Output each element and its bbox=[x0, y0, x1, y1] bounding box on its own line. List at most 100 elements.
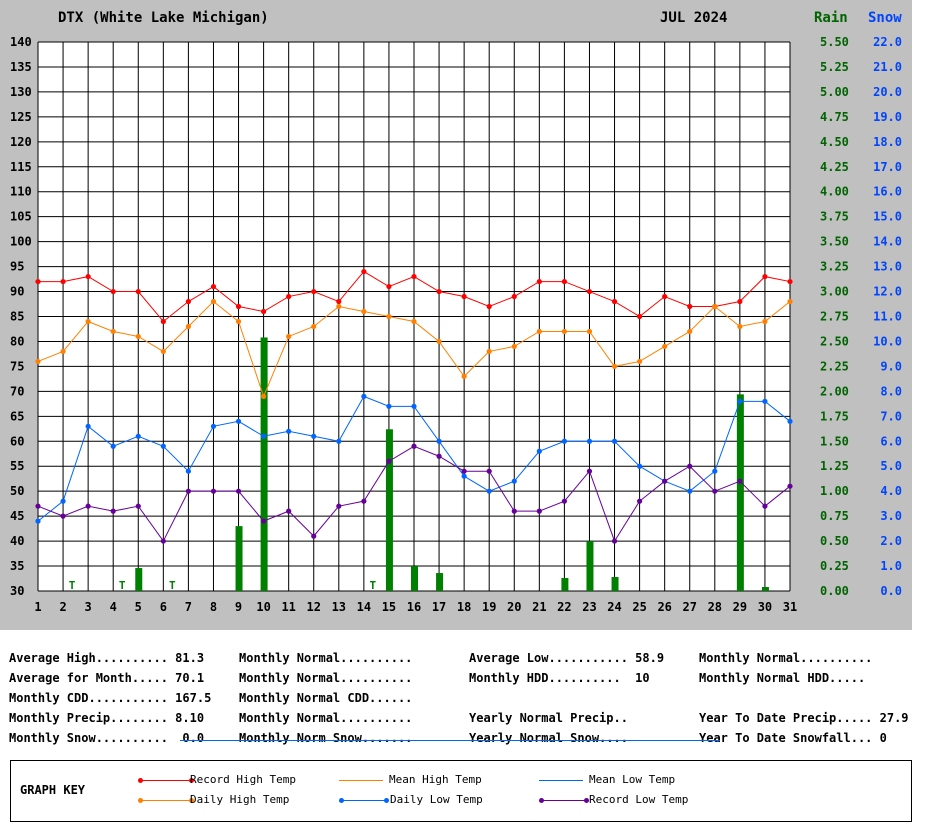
record-high-temp-point bbox=[511, 293, 517, 300]
snow-tick-label: 5.0 bbox=[880, 459, 902, 473]
day-tick-label: 30 bbox=[758, 600, 772, 614]
day-tick-label: 12 bbox=[307, 600, 321, 614]
key-daily-high: Daily High Temp bbox=[190, 793, 290, 806]
snow-tick-label: 15.0 bbox=[873, 210, 902, 224]
rain-tick-label: 1.50 bbox=[820, 434, 849, 448]
day-tick-label: 10 bbox=[256, 600, 270, 614]
snow-tick-label: 7.0 bbox=[880, 409, 902, 423]
daily-low-temp-point bbox=[536, 448, 542, 454]
precip-bar bbox=[561, 578, 569, 591]
trace-marker: T bbox=[119, 579, 126, 592]
daily-low-temp-point bbox=[712, 468, 718, 474]
daily-high-temp-point bbox=[235, 318, 242, 325]
record-high-temp-point bbox=[411, 273, 417, 280]
mean-high-swatch bbox=[339, 780, 383, 781]
daily-high-temp-point bbox=[586, 328, 593, 335]
precip-bar bbox=[761, 587, 769, 591]
rain-tick-label: 3.75 bbox=[820, 210, 849, 224]
record-low-temp-point bbox=[135, 503, 141, 509]
daily-low-swatch-dot bbox=[384, 798, 389, 803]
record-low-temp-point bbox=[586, 468, 593, 474]
key-daily-low: Daily Low Temp bbox=[390, 793, 483, 806]
stat-monthly-normal-low: Monthly Normal.......... bbox=[699, 651, 873, 665]
record-low-temp-point bbox=[261, 518, 267, 524]
daily-high-temp-point bbox=[561, 328, 568, 335]
daily-low-temp-point bbox=[461, 473, 467, 479]
station-title: DTX (White Lake Michigan) bbox=[58, 10, 269, 26]
daily-high-temp-point bbox=[411, 318, 417, 325]
snow-tick-label: 2.0 bbox=[880, 534, 902, 548]
rain-tick-label: 1.25 bbox=[820, 459, 849, 473]
record-high-temp-point bbox=[135, 288, 141, 295]
daily-high-temp-point bbox=[286, 333, 292, 340]
day-tick-label: 5 bbox=[135, 600, 142, 614]
record-low-temp-point bbox=[762, 503, 768, 509]
rain-tick-label: 5.50 bbox=[820, 35, 849, 49]
daily-low-temp-point bbox=[60, 498, 66, 504]
temp-tick-label: 115 bbox=[10, 160, 32, 174]
stat-average-month: Average for Month..... 70.1 bbox=[9, 671, 205, 685]
snow-tick-label: 12.0 bbox=[873, 285, 902, 299]
stat-monthly-normal-hdd: Monthly Normal HDD..... bbox=[699, 671, 866, 685]
daily-low-temp-point bbox=[436, 438, 442, 444]
record-low-temp-point bbox=[436, 453, 442, 459]
stat-average-high: Average High.......... 81.3 bbox=[9, 651, 205, 665]
daily-high-temp-point bbox=[185, 323, 191, 330]
temp-tick-label: 85 bbox=[10, 310, 24, 324]
snow-tick-label: 13.0 bbox=[873, 260, 902, 274]
key-mean-high: Mean High Temp bbox=[389, 773, 482, 786]
daily-low-temp-point bbox=[35, 518, 41, 524]
snow-tick-label: 16.0 bbox=[873, 185, 902, 199]
precip-bar bbox=[436, 573, 444, 591]
record-high-temp-point bbox=[762, 273, 768, 280]
snow-axis-title: Snow bbox=[868, 10, 902, 26]
daily-low-temp-point bbox=[235, 418, 242, 424]
snow-tick-label: 19.0 bbox=[873, 110, 902, 124]
rain-tick-label: 4.75 bbox=[820, 110, 849, 124]
stat-monthly-normal-cdd: Monthly Normal CDD...... bbox=[239, 691, 413, 705]
day-tick-label: 19 bbox=[482, 600, 496, 614]
record-high-temp-point bbox=[687, 303, 693, 310]
record-high-temp-point bbox=[386, 283, 392, 290]
stat-average-low: Average Low........... 58.9 bbox=[469, 651, 665, 665]
snow-tick-label: 20.0 bbox=[873, 85, 902, 99]
rain-tick-label: 4.50 bbox=[820, 135, 849, 149]
day-tick-label: 31 bbox=[783, 600, 797, 614]
record-high-temp-point bbox=[35, 278, 41, 285]
plot-area: 30 0.00 0.035 0.25 1.040 0.50 2.045 0.75 3.050 1.… bbox=[10, 35, 902, 614]
record-high-temp-point bbox=[110, 288, 116, 295]
day-tick-label: 8 bbox=[210, 600, 217, 614]
record-low-temp-point bbox=[235, 488, 242, 494]
daily-low-swatch-dot bbox=[339, 798, 344, 803]
rain-tick-label: 0.75 bbox=[820, 509, 849, 523]
rain-tick-label: 1.00 bbox=[820, 484, 849, 498]
trace-marker: T bbox=[370, 579, 377, 592]
temp-tick-label: 40 bbox=[10, 534, 24, 548]
day-tick-label: 20 bbox=[507, 600, 521, 614]
record-high-temp-point bbox=[286, 293, 292, 300]
record-high-swatch-dot bbox=[189, 778, 194, 783]
daily-high-temp-point bbox=[60, 348, 66, 355]
day-tick-label: 3 bbox=[85, 600, 92, 614]
stat-monthly-norm-snow: Monthly Norm Snow....... bbox=[239, 731, 413, 745]
record-high-temp-point bbox=[787, 278, 793, 285]
record-low-temp-point bbox=[787, 483, 793, 489]
daily-high-temp-point bbox=[511, 343, 517, 350]
temp-tick-label: 60 bbox=[10, 434, 24, 448]
snow-tick-label: 8.0 bbox=[880, 384, 902, 398]
daily-high-temp-point bbox=[762, 318, 768, 325]
daily-low-temp-point bbox=[85, 423, 91, 429]
record-low-temp-point bbox=[386, 458, 392, 464]
daily-low-temp-point bbox=[411, 403, 417, 409]
day-tick-label: 1 bbox=[34, 600, 41, 614]
daily-low-temp-point bbox=[637, 463, 643, 469]
key-record-high: Record High Temp bbox=[190, 773, 296, 786]
daily-low-temp-point bbox=[210, 423, 217, 429]
snow-tick-label: 21.0 bbox=[873, 60, 902, 74]
day-tick-label: 21 bbox=[532, 600, 546, 614]
daily-high-temp-point bbox=[386, 313, 392, 320]
daily-low-temp-point bbox=[586, 438, 593, 444]
record-low-temp-point bbox=[311, 533, 317, 539]
record-low-temp-point bbox=[110, 508, 116, 514]
precip-bar bbox=[611, 577, 619, 591]
